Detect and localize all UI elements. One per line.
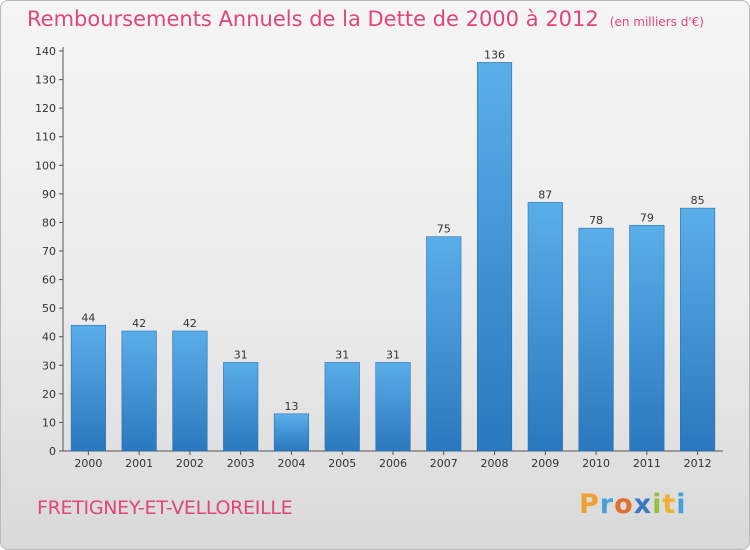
chart-unit: (en milliers d'€)	[609, 15, 704, 29]
y-tick-label: 100	[35, 159, 56, 172]
bar-value-label: 78	[589, 214, 603, 227]
bar-value-label: 87	[538, 188, 552, 201]
bar-value-label: 79	[640, 211, 654, 224]
x-tick-label: 2005	[328, 457, 356, 470]
bar	[223, 362, 259, 452]
bar	[527, 202, 563, 452]
x-tick-label: 2007	[430, 457, 458, 470]
bar-value-label: 42	[132, 317, 146, 330]
bar-value-label: 13	[284, 400, 298, 413]
bar	[375, 362, 411, 452]
y-tick-label: 110	[35, 131, 56, 144]
bar-value-label: 31	[386, 348, 400, 361]
y-tick-label: 140	[35, 45, 56, 58]
y-tick-label: 10	[42, 416, 56, 429]
y-tick-label: 40	[42, 331, 56, 344]
x-tick-label: 2002	[176, 457, 204, 470]
bar-value-label: 75	[437, 223, 451, 236]
bar-value-label: 136	[484, 48, 505, 61]
y-axis: 0 10 20 30 40 50 60 70 80 90 100 110 120 130 140	[35, 45, 64, 458]
bar-series: 44 42 42 31 13 31 31 75 136 87 78 79 85	[70, 48, 716, 452]
x-tick-label: 2003	[227, 457, 255, 470]
x-tick-label: 2010	[582, 457, 610, 470]
bar	[680, 207, 716, 452]
brand-logo[interactable]: Proxiti	[579, 489, 687, 520]
chart-header: Remboursements Annuels de la Dette de 20…	[27, 7, 704, 31]
bar	[324, 362, 360, 452]
bar	[578, 227, 614, 452]
x-tick-label: 2009	[531, 457, 559, 470]
bar	[426, 236, 462, 452]
x-tick-label: 2000	[74, 457, 102, 470]
bar	[172, 330, 208, 452]
y-tick-label: 90	[42, 188, 56, 201]
bar	[70, 324, 106, 452]
x-tick-label: 2004	[277, 457, 305, 470]
y-tick-label: 80	[42, 216, 56, 229]
y-tick-label: 60	[42, 274, 56, 287]
bar	[629, 224, 665, 452]
bar-value-label: 42	[183, 317, 197, 330]
bar-value-label: 85	[691, 194, 705, 207]
x-tick-label: 2001	[125, 457, 153, 470]
bar-value-label: 44	[81, 311, 95, 324]
commune-name: FRETIGNEY-ET-VELLOREILLE	[37, 497, 293, 519]
y-tick-label: 30	[42, 359, 56, 372]
x-tick-label: 2008	[481, 457, 509, 470]
y-tick-label: 70	[42, 245, 56, 258]
bar	[476, 62, 513, 452]
bar-value-label: 31	[234, 348, 248, 361]
x-axis: 2000 2001 2002 2003 2004 2005 2006 2007 2008 2009…	[63, 450, 723, 470]
chart-title: Remboursements Annuels de la Dette de 20…	[27, 7, 599, 31]
x-tick-label: 2012	[684, 457, 712, 470]
bar	[121, 330, 157, 452]
y-tick-label: 130	[35, 74, 56, 87]
x-tick-label: 2011	[633, 457, 661, 470]
y-tick-label: 0	[49, 445, 56, 458]
x-tick-label: 2006	[379, 457, 407, 470]
y-tick-label: 50	[42, 302, 56, 315]
y-tick-label: 120	[35, 102, 56, 115]
bar	[273, 413, 310, 452]
y-tick-label: 20	[42, 388, 56, 401]
bar-value-label: 31	[335, 348, 349, 361]
